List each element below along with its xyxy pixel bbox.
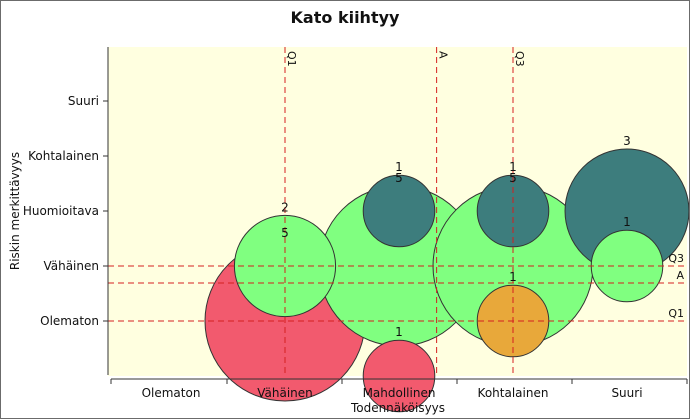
bubble-count-label: 1 (509, 160, 517, 174)
bubble-count-label: 5 (395, 171, 403, 185)
y-tick-label: Kohtalainen (28, 149, 99, 163)
vertical-reference-label: Q1 (285, 51, 298, 67)
y-axis-ticks: Olematon Vähäinen Huomioitava Kohtalainen Su… (23, 94, 108, 328)
x-axis-ticks: Olematon Vähäinen Mahdollinen Kohtalainen Su… (110, 379, 688, 400)
bubble-count-label: 1 (395, 160, 403, 174)
vertical-reference-label: Q3 (513, 51, 526, 67)
y-axis-title: Riskin merkittävyys (8, 152, 22, 270)
bubble-count-label: 3 (623, 134, 631, 148)
x-tick-label: Suuri (611, 386, 642, 400)
y-tick-label: Suuri (68, 94, 99, 108)
bubble (362, 174, 436, 248)
horizontal-reference-label: Q3 (668, 252, 684, 265)
bubbles (204, 148, 689, 413)
x-tick-label: Kohtalainen (478, 386, 549, 400)
y-tick-label: Olematon (40, 314, 99, 328)
bubble-count-label: 1 (623, 215, 631, 229)
bubble (362, 339, 436, 413)
bubble-count-label: 1 (509, 270, 517, 284)
bubble-count-label: 5 (281, 226, 289, 240)
vertical-reference-label: A (437, 51, 450, 59)
horizontal-reference-label: Q1 (668, 307, 684, 320)
x-tick-label: Vähäinen (257, 386, 313, 400)
x-axis-title: Todennäköisyys (350, 401, 445, 415)
bubble-count-label: 2 (281, 200, 289, 214)
y-tick-label: Huomioitava (23, 204, 99, 218)
bubble (233, 214, 337, 318)
bubble-count-label: 1 (395, 325, 403, 339)
y-tick-label: Vähäinen (43, 259, 99, 273)
reference-lines: Q1 A Q3 Q3 A Q1 (108, 47, 687, 376)
bubble-count-label: 5 (509, 171, 517, 185)
horizontal-reference-label: A (676, 269, 684, 282)
chart-title: Kato kiihtyy (291, 8, 400, 27)
x-tick-label: Olematon (142, 386, 201, 400)
x-tick-label: Mahdollinen (363, 386, 436, 400)
